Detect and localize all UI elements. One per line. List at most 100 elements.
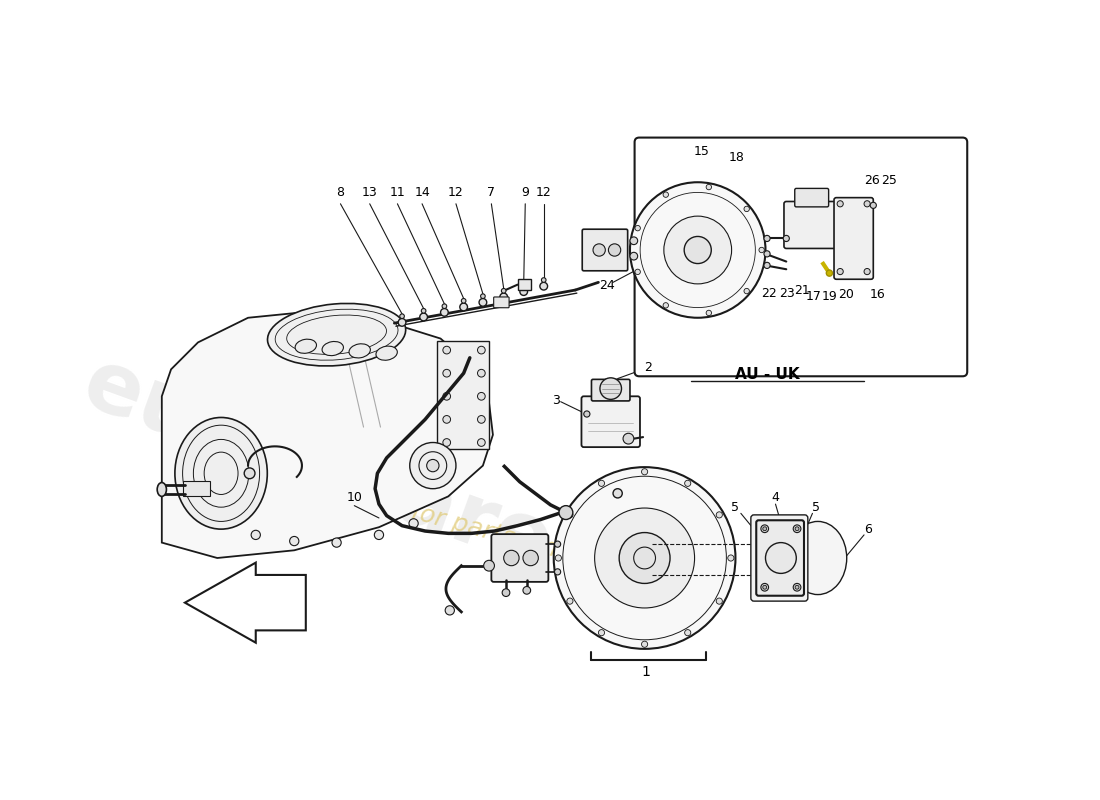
Circle shape bbox=[744, 288, 749, 294]
Circle shape bbox=[461, 298, 466, 303]
FancyBboxPatch shape bbox=[794, 188, 828, 207]
Circle shape bbox=[554, 541, 561, 547]
Circle shape bbox=[559, 506, 573, 519]
Circle shape bbox=[477, 415, 485, 423]
Text: 26: 26 bbox=[864, 174, 880, 187]
Circle shape bbox=[795, 527, 799, 530]
Circle shape bbox=[630, 252, 638, 260]
Circle shape bbox=[706, 310, 712, 316]
Circle shape bbox=[251, 530, 261, 539]
FancyBboxPatch shape bbox=[635, 138, 967, 376]
Circle shape bbox=[630, 237, 638, 245]
Circle shape bbox=[635, 226, 640, 231]
Circle shape bbox=[593, 244, 605, 256]
Text: 2: 2 bbox=[645, 362, 652, 374]
Circle shape bbox=[635, 269, 640, 274]
Circle shape bbox=[289, 537, 299, 546]
Circle shape bbox=[595, 508, 694, 608]
Circle shape bbox=[870, 202, 877, 209]
Circle shape bbox=[793, 583, 801, 591]
Circle shape bbox=[443, 438, 451, 446]
FancyBboxPatch shape bbox=[592, 379, 630, 401]
Ellipse shape bbox=[349, 344, 371, 358]
Ellipse shape bbox=[175, 418, 267, 529]
Circle shape bbox=[541, 278, 546, 282]
Circle shape bbox=[837, 269, 844, 274]
Circle shape bbox=[759, 247, 764, 253]
Circle shape bbox=[716, 512, 723, 518]
Circle shape bbox=[761, 525, 769, 533]
Circle shape bbox=[477, 438, 485, 446]
Circle shape bbox=[409, 518, 418, 528]
Ellipse shape bbox=[157, 482, 166, 496]
Circle shape bbox=[440, 309, 449, 316]
Text: 1: 1 bbox=[641, 665, 650, 679]
Circle shape bbox=[553, 467, 736, 649]
FancyBboxPatch shape bbox=[751, 515, 807, 601]
Text: 5: 5 bbox=[732, 502, 739, 514]
Circle shape bbox=[608, 244, 620, 256]
Circle shape bbox=[499, 293, 507, 301]
Text: 9: 9 bbox=[521, 186, 529, 198]
Ellipse shape bbox=[295, 339, 317, 354]
Circle shape bbox=[728, 555, 734, 561]
Circle shape bbox=[684, 630, 691, 636]
FancyBboxPatch shape bbox=[582, 230, 628, 270]
Circle shape bbox=[522, 550, 538, 566]
Circle shape bbox=[540, 282, 548, 290]
Text: 6: 6 bbox=[864, 523, 872, 536]
Circle shape bbox=[664, 216, 732, 284]
Circle shape bbox=[630, 182, 766, 318]
Ellipse shape bbox=[789, 522, 847, 594]
Circle shape bbox=[566, 598, 573, 604]
Circle shape bbox=[761, 583, 769, 591]
Circle shape bbox=[521, 283, 526, 288]
Bar bbox=[517, 279, 531, 290]
Circle shape bbox=[684, 237, 712, 263]
Text: 17: 17 bbox=[805, 290, 822, 302]
Text: 5: 5 bbox=[812, 502, 821, 514]
Circle shape bbox=[421, 309, 426, 313]
Text: 15: 15 bbox=[694, 145, 710, 158]
Circle shape bbox=[783, 235, 790, 242]
Circle shape bbox=[484, 560, 495, 571]
Circle shape bbox=[504, 550, 519, 566]
Circle shape bbox=[520, 288, 528, 295]
Circle shape bbox=[641, 641, 648, 647]
Text: 3: 3 bbox=[552, 394, 560, 406]
Circle shape bbox=[420, 313, 428, 321]
Circle shape bbox=[399, 314, 405, 318]
Circle shape bbox=[837, 201, 844, 207]
Circle shape bbox=[762, 586, 767, 589]
Text: 8: 8 bbox=[337, 186, 344, 198]
Circle shape bbox=[481, 294, 485, 298]
Circle shape bbox=[663, 192, 669, 198]
Circle shape bbox=[763, 250, 770, 257]
Circle shape bbox=[446, 606, 454, 615]
Circle shape bbox=[795, 586, 799, 589]
Text: 23: 23 bbox=[779, 287, 795, 300]
Text: 4: 4 bbox=[771, 491, 780, 505]
Text: 10: 10 bbox=[346, 491, 362, 505]
Bar bbox=[437, 341, 490, 449]
Circle shape bbox=[865, 269, 870, 274]
FancyBboxPatch shape bbox=[757, 520, 804, 596]
Text: 21: 21 bbox=[794, 284, 811, 298]
Circle shape bbox=[443, 370, 451, 377]
Ellipse shape bbox=[376, 346, 397, 360]
FancyBboxPatch shape bbox=[784, 202, 838, 249]
Circle shape bbox=[244, 468, 255, 478]
Circle shape bbox=[619, 533, 670, 583]
Text: AU - UK: AU - UK bbox=[736, 367, 800, 382]
Ellipse shape bbox=[322, 342, 343, 356]
Text: 13: 13 bbox=[362, 186, 377, 198]
Circle shape bbox=[598, 480, 605, 486]
Circle shape bbox=[762, 527, 767, 530]
FancyBboxPatch shape bbox=[492, 534, 548, 582]
Circle shape bbox=[766, 542, 796, 574]
Circle shape bbox=[374, 530, 384, 539]
Circle shape bbox=[332, 538, 341, 547]
Text: 24: 24 bbox=[600, 279, 615, 292]
Circle shape bbox=[641, 469, 648, 475]
Circle shape bbox=[443, 346, 451, 354]
